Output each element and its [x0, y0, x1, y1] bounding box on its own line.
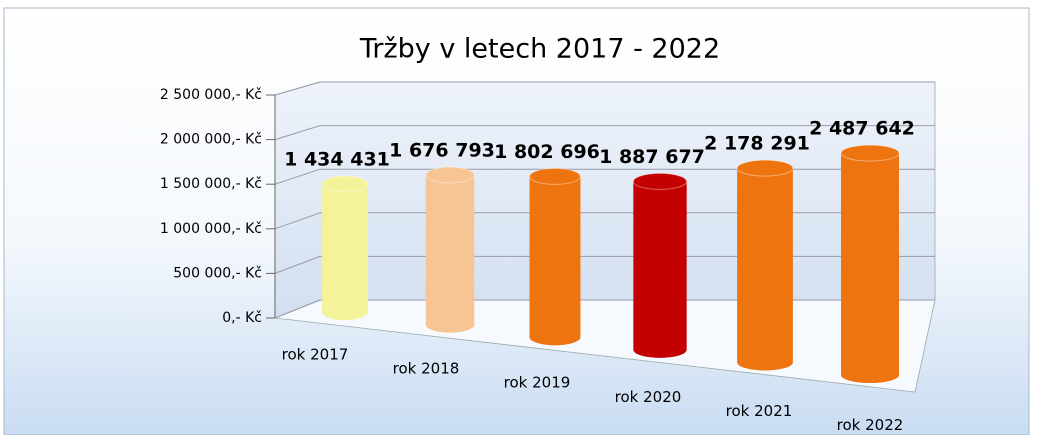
bar-cap — [632, 172, 688, 190]
y-tick-label: 2 500 000,- Kč — [160, 87, 262, 103]
bar-shade — [737, 168, 793, 371]
bar-cap — [840, 144, 900, 162]
y-tick-label: 2 000 000,- Kč — [160, 132, 262, 148]
grid-line — [274, 212, 321, 230]
bar-shade — [529, 176, 581, 346]
bar-shade — [425, 175, 475, 333]
x-tick-label: rok 2021 — [726, 402, 793, 420]
grid-line — [274, 299, 321, 319]
data-label: 2 178 291 — [704, 133, 810, 155]
bar-cap — [736, 159, 794, 177]
bar-cap — [529, 167, 581, 185]
y-tick-label: 0,- Kč — [222, 310, 262, 326]
bar-shade — [841, 153, 899, 383]
y-tick-label: 1 000 000,- Kč — [160, 221, 262, 237]
bar-cap — [321, 175, 369, 193]
data-label: 1 802 696 — [494, 141, 600, 163]
bar-shade — [633, 181, 687, 358]
data-label: 1 676 793 — [389, 140, 495, 162]
y-tick-label: 1 500 000,- Kč — [160, 176, 262, 192]
grid-line — [274, 255, 321, 274]
data-label: 2 487 642 — [809, 118, 915, 140]
bar-shade — [322, 184, 368, 320]
x-tick-label: rok 2020 — [615, 388, 682, 406]
grid-line — [274, 81, 321, 96]
x-tick-label: rok 2017 — [282, 346, 349, 364]
data-label: 1 434 431 — [284, 149, 390, 171]
x-tick-label: rok 2018 — [393, 360, 460, 378]
y-tick-label: 500 000,- Kč — [173, 265, 262, 281]
data-label: 1 887 677 — [599, 146, 705, 168]
bar-cap — [425, 166, 475, 184]
grid-line — [274, 125, 321, 141]
x-tick-label: rok 2019 — [504, 374, 571, 392]
chart-title: Tržby v letech 2017 - 2022 — [359, 34, 720, 65]
x-tick-label: rok 2022 — [837, 416, 904, 434]
grid-line — [274, 168, 321, 185]
